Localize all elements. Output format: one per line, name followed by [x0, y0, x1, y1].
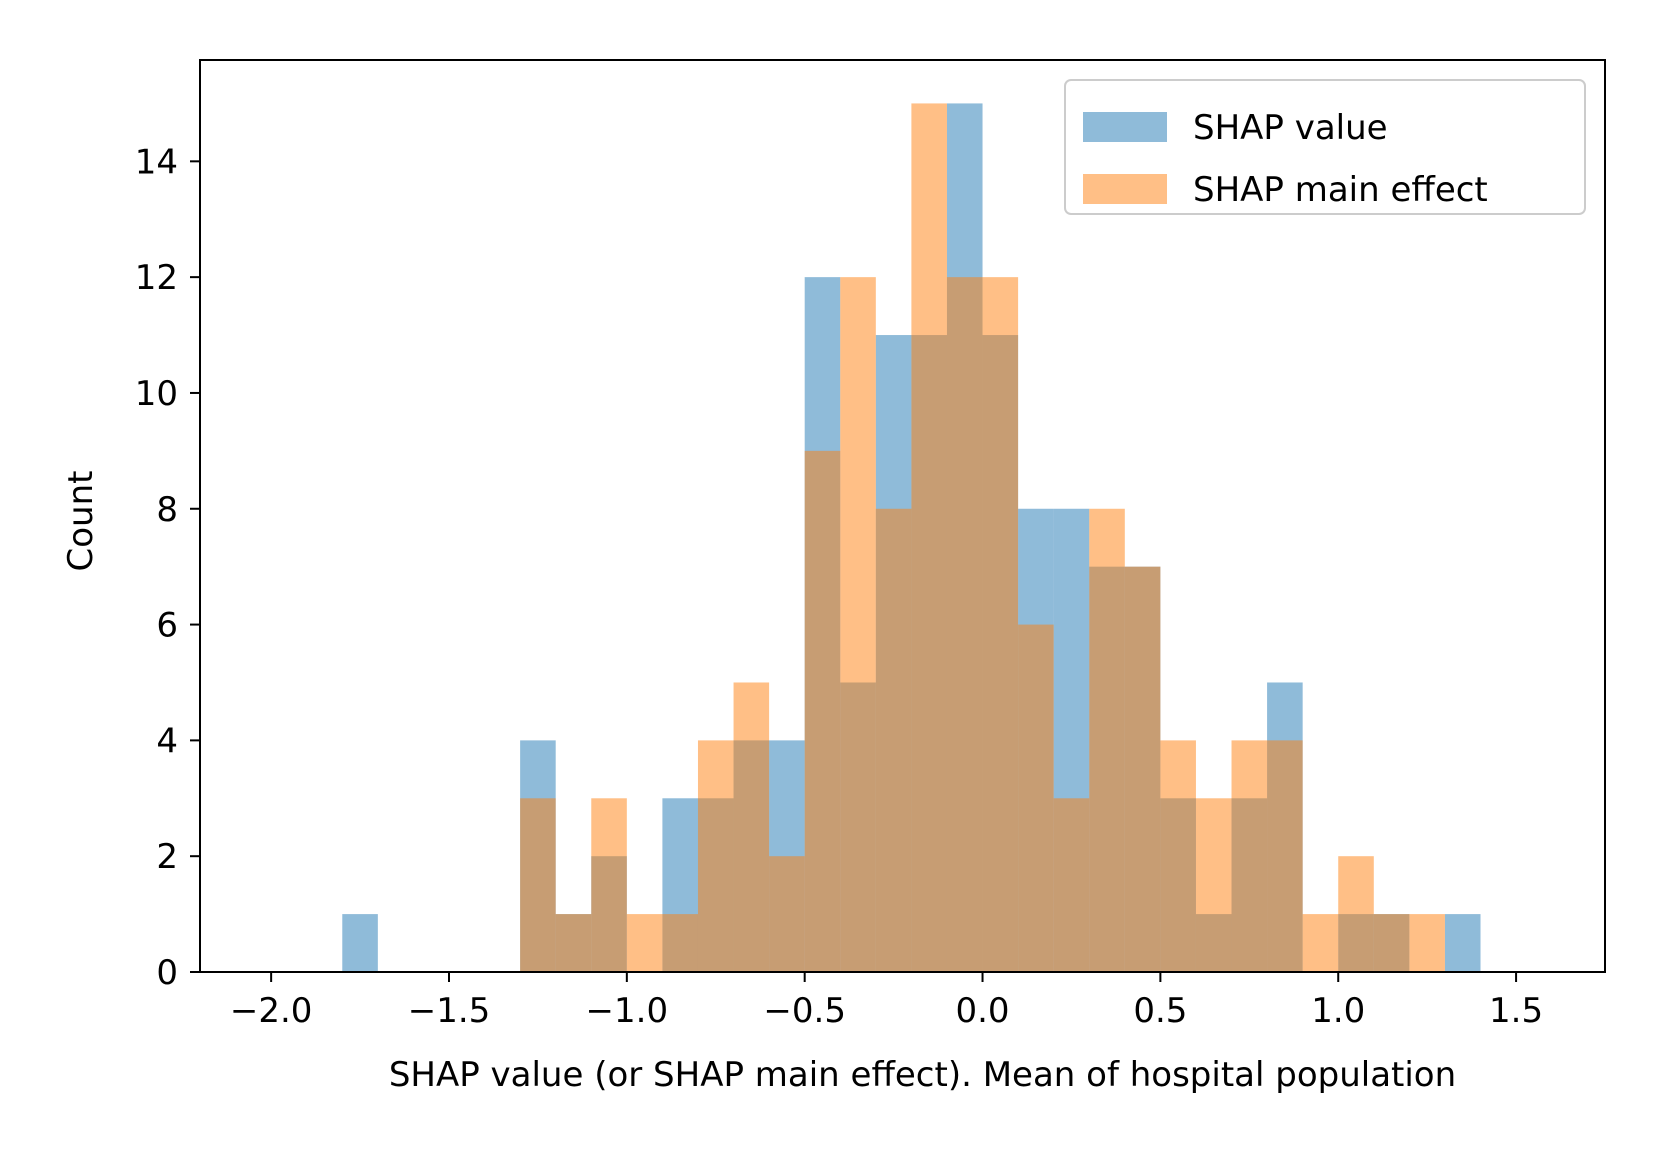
histogram-bar — [1089, 508, 1125, 972]
legend-box — [1064, 79, 1586, 215]
x-tick-label: −0.5 — [763, 991, 846, 1031]
histogram-bar — [342, 914, 378, 972]
x-tick-label: 1.0 — [1311, 991, 1365, 1031]
y-tick-label: 10 — [135, 374, 178, 414]
y-tick-label: 12 — [135, 258, 178, 298]
y-tick-label: 6 — [156, 606, 178, 646]
x-tick-label: 0.0 — [955, 991, 1009, 1031]
histogram-bar — [769, 856, 805, 972]
histogram-bar — [1124, 566, 1161, 972]
histogram-bar — [1409, 914, 1445, 972]
x-axis: −2.0 −1.5 −1.0 −0.5 0.0 0.5 1.0 1.5 — [230, 972, 1543, 1031]
histogram-bar — [555, 914, 592, 972]
series-shap-main-effect — [520, 103, 1445, 973]
histogram-bar — [1195, 798, 1232, 972]
y-tick-label: 4 — [156, 721, 178, 761]
x-tick-label: −1.5 — [408, 991, 491, 1031]
y-tick-label: 2 — [156, 837, 178, 877]
y-tick-label: 8 — [156, 490, 178, 530]
histogram-bar — [520, 798, 556, 972]
histogram-bar — [1444, 914, 1481, 972]
histogram-bar — [1338, 856, 1374, 972]
x-tick-label: 1.5 — [1489, 991, 1543, 1031]
y-axis: 0 2 4 6 8 10 12 14 — [135, 142, 200, 993]
histogram-bar — [1053, 798, 1090, 972]
histogram-bar — [1302, 914, 1339, 972]
x-axis-label: SHAP value (or SHAP main effect). Mean o… — [389, 1055, 1456, 1095]
plot-area-frame — [199, 59, 1606, 973]
histogram-bar — [1373, 914, 1410, 972]
x-tick-label: −1.0 — [586, 991, 669, 1031]
histogram-bar — [697, 740, 734, 972]
histogram-bar — [1018, 624, 1054, 972]
histogram-bar — [946, 277, 983, 973]
histogram-bar — [626, 914, 663, 972]
histogram-bar — [662, 914, 698, 972]
histogram-bar — [804, 450, 841, 972]
histogram-bar — [875, 508, 912, 972]
histogram-bar — [733, 682, 770, 972]
histogram-bar — [840, 277, 876, 973]
x-tick-label: −2.0 — [230, 991, 313, 1031]
y-tick-label: 14 — [135, 142, 178, 182]
histogram-bar — [591, 798, 627, 972]
histogram-bar — [1160, 740, 1196, 972]
bars-layer — [342, 103, 1481, 973]
legend-label: SHAP main effect — [1193, 170, 1488, 210]
y-tick-label: 0 — [156, 953, 178, 993]
legend: SHAP value SHAP main effect — [1064, 79, 1586, 215]
histogram-bar — [1267, 740, 1303, 972]
histogram-bar — [982, 277, 1019, 973]
histogram-bar — [1231, 740, 1268, 972]
legend-label: SHAP value — [1193, 108, 1388, 148]
x-tick-label: 0.5 — [1133, 991, 1187, 1031]
y-axis-label: Count — [61, 471, 101, 572]
legend-swatch — [1083, 112, 1167, 142]
legend-swatch — [1083, 174, 1167, 204]
histogram-bar — [911, 103, 947, 972]
